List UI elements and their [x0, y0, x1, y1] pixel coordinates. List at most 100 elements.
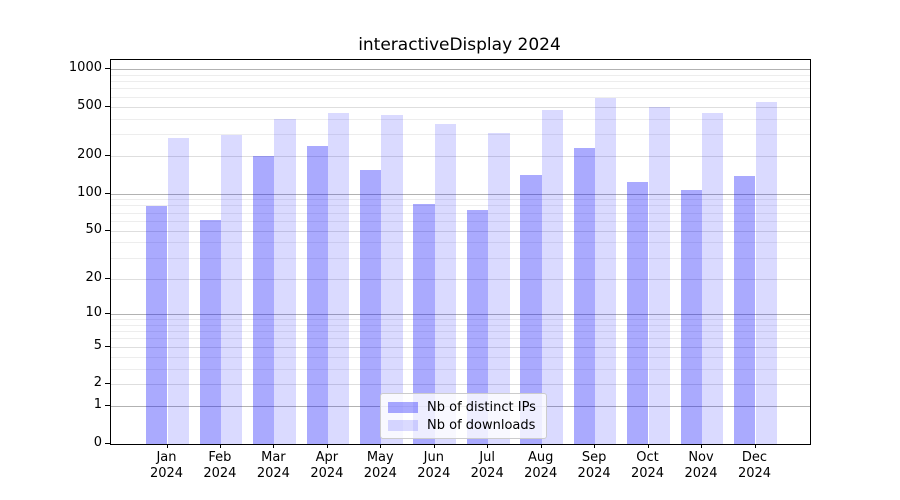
x-tick-label: Feb 2024 [203, 450, 237, 481]
x-tick-label: Apr 2024 [310, 450, 344, 481]
y-tick-label: 5 [93, 337, 102, 353]
x-tick-label: Jan 2024 [149, 450, 184, 481]
x-tick [647, 444, 649, 448]
y-tick [105, 312, 110, 314]
y-tick [105, 192, 110, 194]
x-tick [326, 444, 328, 448]
legend-swatch-distinct-ips [388, 401, 418, 413]
legend-item: Nb of distinct IPs [388, 399, 538, 415]
bar-nb-of-downloads-nov [702, 113, 724, 444]
y-tick-label: 1 [93, 397, 102, 413]
gridline [111, 278, 810, 280]
gridline [111, 193, 810, 195]
x-tick [540, 444, 542, 448]
gridline [111, 199, 810, 201]
y-tick-label: 2 [93, 375, 102, 391]
gridline [111, 242, 810, 244]
y-tick [105, 105, 110, 107]
bar-nb-of-downloads-jul [488, 132, 510, 444]
y-tick-label: 200 [77, 147, 102, 163]
gridline [111, 220, 810, 222]
y-tick [105, 67, 110, 69]
x-tick-label: Oct 2024 [630, 450, 665, 481]
plot-area [110, 59, 811, 445]
gridline [111, 356, 810, 358]
x-tick [594, 444, 596, 448]
bar-nb-of-distinct-ips-may [359, 170, 382, 444]
bar-nb-of-distinct-ips-apr [306, 146, 328, 444]
bar-nb-of-distinct-ips-dec [734, 175, 756, 444]
bar-nb-of-downloads-jun [434, 124, 457, 444]
x-tick [273, 444, 275, 448]
x-tick-label: Aug 2024 [524, 450, 558, 481]
y-tick-label: 500 [77, 97, 102, 113]
x-tick-label: Sep 2024 [577, 450, 611, 481]
bar-nb-of-distinct-ips-jul [466, 210, 489, 444]
x-tick [701, 444, 702, 448]
bar-nb-of-downloads-oct [648, 107, 670, 444]
bar-nb-of-downloads-sep [595, 97, 617, 444]
gridline [111, 205, 810, 207]
x-tick [166, 444, 168, 448]
x-tick [487, 444, 489, 448]
bar-nb-of-downloads-feb [220, 134, 243, 444]
gridline [111, 230, 810, 232]
gridline [111, 368, 810, 370]
gridline [111, 88, 810, 90]
legend-swatch-downloads [388, 419, 418, 431]
bar-nb-of-distinct-ips-mar [253, 155, 275, 444]
gridline [111, 106, 810, 108]
gridline [111, 96, 810, 98]
legend-label: Nb of distinct IPs [427, 399, 536, 415]
y-tick [105, 443, 110, 444]
legend-item: Nb of downloads [388, 417, 538, 433]
bar-nb-of-distinct-ips-aug [520, 175, 542, 444]
bar-nb-of-downloads-mar [274, 118, 296, 444]
y-tick [105, 155, 110, 157]
y-tick [105, 277, 110, 279]
bar-nb-of-downloads-apr [327, 113, 350, 444]
gridline [111, 118, 810, 120]
bar-nb-of-downloads-dec [755, 102, 777, 444]
chart-title: interactiveDisplay 2024 [358, 35, 561, 55]
legend-label: Nb of downloads [427, 417, 536, 433]
gridline [111, 134, 810, 136]
gridline [111, 384, 810, 386]
bar-nb-of-downloads-may [381, 115, 403, 444]
bar-nb-of-distinct-ips-sep [573, 147, 596, 444]
gridline [111, 81, 810, 82]
y-tick [105, 405, 110, 407]
y-tick [105, 229, 110, 231]
bar-nb-of-downloads-jan [167, 137, 189, 444]
x-tick [433, 444, 435, 448]
y-tick-label: 1000 [68, 59, 102, 75]
y-tick-label: 50 [85, 221, 102, 237]
x-tick-label: Dec 2024 [737, 450, 772, 481]
x-tick-label: Nov 2024 [684, 450, 718, 481]
legend: Nb of distinct IPs Nb of downloads [380, 393, 547, 439]
bar-nb-of-distinct-ips-nov [680, 189, 702, 444]
y-tick-label: 10 [85, 304, 102, 320]
gridline [111, 68, 810, 70]
gridline [111, 156, 810, 158]
gridline [111, 313, 810, 315]
gridline [111, 212, 810, 214]
x-tick-label: Jun 2024 [417, 450, 451, 481]
x-tick [219, 444, 221, 448]
y-tick-label: 100 [77, 184, 102, 200]
gridline [111, 324, 810, 326]
bar-nb-of-distinct-ips-oct [627, 181, 649, 444]
bar-nb-of-distinct-ips-jun [413, 203, 435, 444]
y-tick [105, 345, 110, 347]
gridline [111, 319, 810, 320]
bar-nb-of-downloads-aug [541, 110, 564, 444]
y-tick-label: 0 [93, 435, 102, 450]
bar-nb-of-distinct-ips-jan [146, 206, 168, 444]
gridline [111, 338, 810, 340]
bar-nb-of-distinct-ips-feb [199, 220, 221, 444]
x-tick [380, 444, 382, 448]
gridline [111, 346, 810, 348]
gridline [111, 331, 810, 333]
gridline [111, 74, 810, 76]
